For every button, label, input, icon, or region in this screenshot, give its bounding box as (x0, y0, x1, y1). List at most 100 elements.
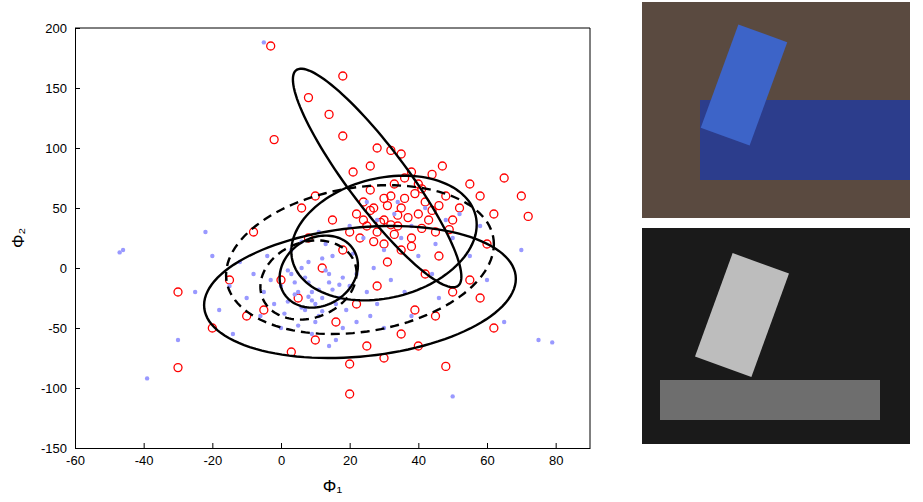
plot-marks (117, 40, 554, 398)
point (466, 180, 474, 188)
tick-label: 150 (45, 81, 67, 96)
point (517, 192, 525, 200)
point (373, 144, 381, 152)
point (423, 206, 427, 210)
point (361, 236, 365, 240)
series-0 (174, 42, 532, 398)
point (457, 212, 461, 216)
point (311, 192, 319, 200)
point (425, 216, 433, 224)
point (298, 204, 306, 212)
frame (75, 28, 590, 29)
axis-line (75, 29, 76, 449)
photos (642, 2, 910, 444)
tick: 20 (343, 443, 357, 468)
tick: 40 (412, 443, 426, 468)
point (329, 216, 337, 224)
point (399, 236, 403, 240)
point (293, 280, 297, 284)
point (339, 72, 347, 80)
tick-mark (212, 443, 213, 448)
plot-area (75, 28, 590, 448)
point (313, 320, 317, 324)
tick-mark (556, 443, 557, 448)
point (327, 344, 331, 348)
point (397, 330, 405, 338)
point (442, 362, 450, 370)
point (365, 290, 369, 294)
point (267, 42, 275, 50)
ellipse (260, 240, 356, 319)
point (344, 308, 348, 312)
point (389, 278, 393, 282)
point (337, 283, 341, 287)
point (320, 256, 324, 260)
photo-color (642, 2, 910, 218)
point (366, 162, 374, 170)
tick-mark (281, 443, 282, 448)
point (456, 204, 464, 212)
point (145, 376, 149, 380)
point (490, 324, 498, 332)
tick-label: 100 (45, 141, 67, 156)
point (449, 288, 457, 296)
point (411, 306, 419, 314)
point (244, 296, 248, 300)
point (550, 340, 554, 344)
tick: 60 (480, 443, 494, 468)
tick-label: 80 (549, 453, 563, 468)
point (500, 174, 508, 182)
point (339, 132, 347, 140)
point (193, 290, 197, 294)
tick-label: 50 (53, 201, 67, 216)
tick: 200 (45, 21, 80, 36)
point (320, 296, 324, 300)
point (435, 252, 443, 260)
point (325, 110, 333, 118)
point (231, 332, 235, 336)
chart: -60-40-20020406080-150-100-5005010015020… (0, 0, 923, 502)
point (310, 298, 314, 302)
photo-can-gray (695, 253, 789, 377)
point (327, 272, 331, 276)
point (311, 336, 319, 344)
point (368, 314, 372, 318)
y-axis-title: Φ₂ (9, 228, 28, 248)
tick-mark (75, 328, 80, 329)
x-axis: -60-40-20020406080 (66, 443, 590, 468)
point (437, 296, 441, 300)
point (349, 168, 357, 176)
point (327, 280, 331, 284)
point (334, 338, 338, 342)
x-axis-title: Φ₁ (323, 477, 343, 496)
point (313, 302, 317, 306)
point (304, 94, 312, 102)
frame (590, 28, 591, 448)
point (372, 266, 376, 270)
point (293, 292, 297, 296)
point (392, 212, 396, 216)
point (390, 230, 398, 238)
point (404, 214, 412, 222)
point (330, 287, 334, 291)
point (353, 210, 361, 218)
photo-can (701, 24, 787, 145)
point (346, 390, 354, 398)
point (354, 320, 358, 324)
tick: 50 (53, 201, 80, 216)
point (341, 275, 345, 279)
point (217, 308, 221, 312)
point (282, 311, 286, 315)
tick-mark (75, 28, 80, 29)
series-1 (117, 40, 554, 398)
tick-label: 0 (278, 453, 285, 468)
point (306, 260, 310, 264)
point (502, 320, 506, 324)
tick-mark (75, 268, 80, 269)
tick: -100 (41, 381, 80, 396)
point (519, 248, 523, 252)
point (286, 268, 290, 272)
tick: -150 (41, 441, 80, 456)
point (466, 276, 474, 284)
point (310, 332, 314, 336)
